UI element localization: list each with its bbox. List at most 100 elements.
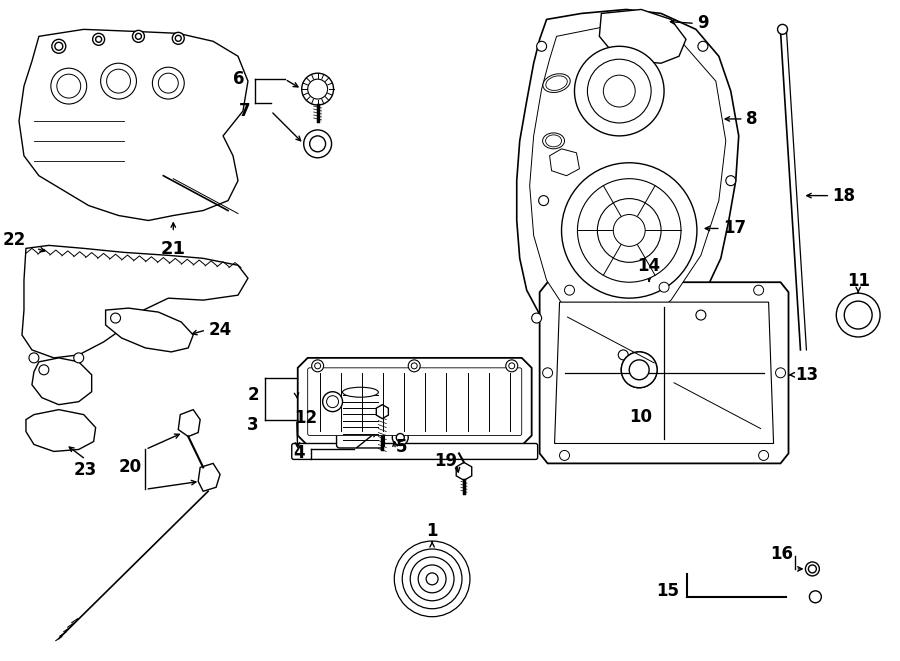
Text: 23: 23 [74, 461, 97, 479]
Polygon shape [376, 405, 389, 418]
Circle shape [759, 450, 769, 461]
Circle shape [618, 350, 628, 360]
Ellipse shape [410, 557, 454, 601]
Circle shape [613, 215, 645, 247]
Text: 19: 19 [434, 452, 457, 471]
Circle shape [776, 368, 786, 378]
Circle shape [562, 163, 697, 298]
Circle shape [659, 282, 669, 292]
Circle shape [753, 285, 763, 295]
Ellipse shape [543, 74, 571, 93]
FancyBboxPatch shape [337, 387, 384, 448]
Circle shape [409, 360, 420, 372]
Text: 12: 12 [294, 408, 318, 426]
Text: 3: 3 [248, 416, 259, 434]
Text: 9: 9 [697, 15, 708, 32]
Polygon shape [540, 282, 788, 463]
Circle shape [392, 430, 409, 446]
Polygon shape [456, 463, 472, 481]
Circle shape [543, 368, 553, 378]
Text: 20: 20 [118, 458, 141, 477]
Circle shape [808, 565, 816, 573]
Circle shape [322, 392, 343, 412]
Text: 5: 5 [395, 438, 407, 457]
Circle shape [809, 591, 822, 603]
Text: 13: 13 [796, 366, 819, 384]
Circle shape [176, 35, 181, 41]
Ellipse shape [426, 573, 438, 585]
Circle shape [588, 59, 651, 123]
Circle shape [311, 360, 324, 372]
Circle shape [598, 198, 662, 262]
Ellipse shape [402, 549, 462, 609]
Text: 18: 18 [832, 186, 855, 205]
Circle shape [508, 363, 515, 369]
Circle shape [57, 74, 81, 98]
Circle shape [39, 365, 49, 375]
Text: 17: 17 [723, 219, 746, 237]
Circle shape [327, 396, 338, 408]
Circle shape [315, 363, 320, 369]
Circle shape [725, 176, 735, 186]
Text: 8: 8 [746, 110, 757, 128]
Circle shape [132, 30, 144, 42]
Circle shape [506, 360, 518, 372]
Circle shape [629, 360, 649, 380]
Ellipse shape [343, 387, 378, 397]
Polygon shape [298, 358, 532, 446]
Circle shape [29, 353, 39, 363]
Polygon shape [26, 410, 95, 451]
Ellipse shape [543, 133, 564, 149]
Circle shape [50, 68, 86, 104]
Text: 14: 14 [637, 257, 661, 275]
Text: 16: 16 [770, 545, 794, 563]
Polygon shape [178, 410, 200, 436]
Circle shape [621, 352, 657, 388]
Polygon shape [32, 358, 92, 405]
Circle shape [136, 33, 141, 39]
FancyBboxPatch shape [308, 368, 522, 436]
Circle shape [411, 363, 418, 369]
Circle shape [308, 79, 328, 99]
Circle shape [172, 32, 184, 44]
Circle shape [778, 24, 788, 34]
Text: 22: 22 [3, 231, 26, 249]
Circle shape [303, 130, 331, 158]
Circle shape [55, 42, 63, 50]
Circle shape [158, 73, 178, 93]
Circle shape [560, 450, 570, 461]
Circle shape [532, 313, 542, 323]
Circle shape [564, 285, 574, 295]
Circle shape [611, 342, 667, 398]
Text: 4: 4 [293, 444, 305, 463]
Circle shape [52, 39, 66, 54]
Ellipse shape [394, 541, 470, 617]
Polygon shape [105, 308, 194, 352]
Text: 11: 11 [847, 272, 869, 290]
Ellipse shape [545, 76, 567, 91]
Circle shape [111, 313, 121, 323]
Polygon shape [554, 302, 774, 444]
Text: 21: 21 [161, 241, 185, 258]
Text: 1: 1 [427, 522, 438, 540]
Circle shape [621, 352, 657, 388]
Polygon shape [198, 463, 220, 491]
Polygon shape [550, 149, 580, 176]
Circle shape [152, 67, 184, 99]
Text: 2: 2 [248, 386, 259, 404]
Circle shape [93, 33, 104, 46]
Text: 15: 15 [656, 582, 679, 600]
Circle shape [396, 434, 404, 442]
Polygon shape [19, 29, 248, 221]
Text: 24: 24 [208, 321, 231, 339]
Circle shape [603, 75, 635, 107]
Circle shape [302, 73, 334, 105]
Text: 7: 7 [239, 102, 251, 120]
Polygon shape [22, 245, 248, 358]
Circle shape [95, 36, 102, 42]
Circle shape [536, 41, 546, 52]
Circle shape [106, 69, 130, 93]
Circle shape [574, 46, 664, 136]
Polygon shape [599, 9, 686, 63]
Text: 10: 10 [630, 408, 652, 426]
